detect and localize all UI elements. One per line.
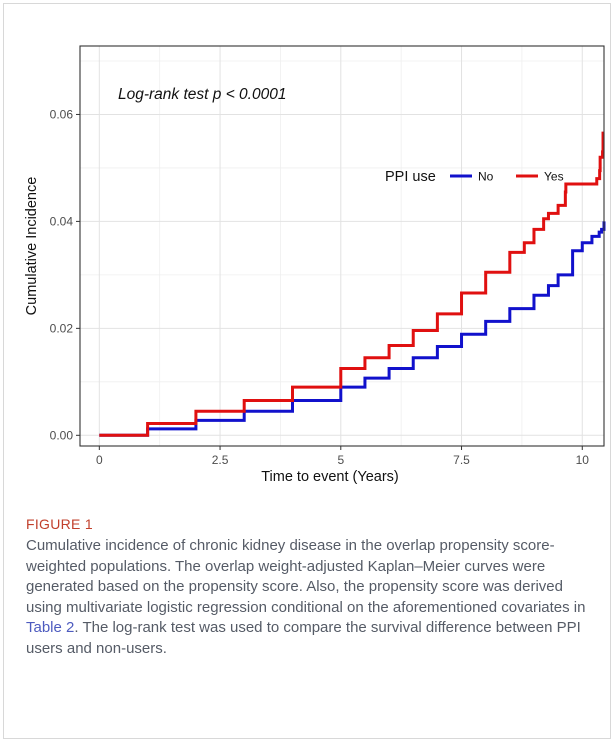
legend-label-yes: Yes xyxy=(544,170,564,184)
legend-label-no: No xyxy=(478,170,494,184)
figure-caption: Cumulative incidence of chronic kidney d… xyxy=(26,536,598,660)
figure-card: 0 2.5 5 7.5 10 0.00 0.02 0.04 0.06 Time to event … xyxy=(3,3,611,739)
y-tick-label: 0.00 xyxy=(50,428,74,442)
caption-text-2: . The log-rank test was used to compare … xyxy=(26,619,581,657)
x-tick-label: 5 xyxy=(337,453,344,467)
x-tick-label: 0 xyxy=(96,453,103,467)
y-tick-label: 0.02 xyxy=(50,321,74,335)
series-line-no xyxy=(99,221,606,437)
kaplan-meier-chart: 0 2.5 5 7.5 10 0.00 0.02 0.04 0.06 Time to event … xyxy=(24,45,606,485)
panel-border xyxy=(79,45,605,447)
y-tick-label: 0.06 xyxy=(50,107,74,121)
x-tick-label: 2.5 xyxy=(212,453,229,467)
legend-title: PPI use xyxy=(385,169,436,185)
y-tick-label: 0.04 xyxy=(50,214,74,228)
log-rank-annotation: Log-rank test p < 0.0001 xyxy=(118,86,286,103)
figure-label: FIGURE 1 xyxy=(26,516,93,532)
y-axis-title: Cumulative Incidence xyxy=(24,177,40,316)
table-2-link[interactable]: Table 2 xyxy=(26,619,75,637)
series-line-yes xyxy=(99,131,605,437)
x-axis-title: Time to event (Years) xyxy=(261,469,399,485)
x-tick-label: 10 xyxy=(576,453,590,467)
caption-text-1: Cumulative incidence of chronic kidney d… xyxy=(26,537,586,616)
x-tick-label: 7.5 xyxy=(453,453,470,467)
